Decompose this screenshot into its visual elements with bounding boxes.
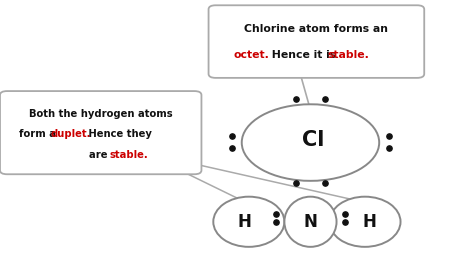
FancyBboxPatch shape (0, 91, 201, 174)
Text: Both the hydrogen atoms: Both the hydrogen atoms (29, 109, 173, 119)
Text: Hence they: Hence they (85, 129, 152, 139)
Text: stable.: stable. (328, 50, 369, 59)
Text: are: are (89, 150, 111, 160)
Ellipse shape (329, 197, 401, 247)
Ellipse shape (213, 197, 284, 247)
FancyBboxPatch shape (209, 5, 424, 78)
Text: H: H (363, 213, 377, 231)
Text: Chlorine atom forms an: Chlorine atom forms an (245, 24, 388, 34)
Text: N: N (303, 213, 318, 231)
Text: stable.: stable. (109, 150, 148, 160)
Text: Hence it is: Hence it is (268, 50, 340, 59)
Text: duplet.: duplet. (51, 129, 91, 139)
Circle shape (242, 104, 379, 181)
Text: form a: form a (19, 129, 59, 139)
Text: Cl: Cl (301, 130, 324, 150)
Ellipse shape (284, 197, 337, 247)
Text: H: H (237, 213, 251, 231)
Text: octet.: octet. (234, 50, 270, 59)
